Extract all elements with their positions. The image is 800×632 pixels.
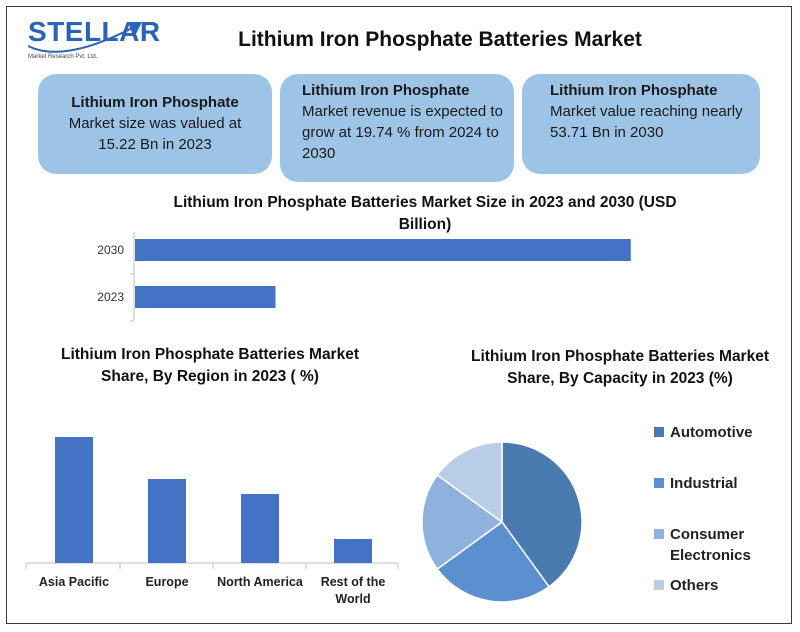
legend-label: Automotive: [670, 424, 753, 441]
page-title: Lithium Iron Phosphate Batteries Market: [238, 28, 642, 51]
stat-card-body: Market value reaching nearly 53.71 Bn in…: [550, 103, 743, 141]
logo-text: STELLAR: [28, 16, 161, 47]
region-tick-label: Rest of the World: [321, 575, 386, 606]
pie-slice-others: [436, 441, 503, 524]
stat-card-title: Lithium Iron Phosphate: [71, 94, 239, 111]
market-size-chart-title: Lithium Iron Phosphate Batteries Market …: [173, 194, 677, 233]
region-bar-north-america: [241, 494, 279, 563]
region-bar-rest-of-the-world: [334, 539, 372, 563]
stat-card-title: Lithium Iron Phosphate: [302, 82, 470, 99]
region-tick-label: Asia Pacific: [39, 575, 109, 589]
region-chart-title: Lithium Iron Phosphate Batteries Market …: [61, 346, 359, 385]
legend-label: Others: [670, 577, 719, 594]
region-tick-label: North America: [217, 575, 304, 589]
legend-swatch: [654, 478, 664, 488]
legend-label: Consumer Electronics: [670, 526, 751, 564]
legend-swatch: [654, 580, 664, 590]
market-size-bar-2023: [135, 286, 276, 308]
stat-card-title: Lithium Iron Phosphate: [550, 82, 718, 99]
legend-label: Industrial: [670, 475, 738, 492]
market-size-tick-label: 2030: [97, 243, 124, 257]
stat-card-body: Market size was valued at 15.22 Bn in 20…: [68, 115, 242, 153]
region-bar-asia-pacific: [55, 437, 93, 563]
legend-swatch: [654, 529, 664, 539]
pie-slice-consumer-electronics: [421, 473, 504, 571]
region-bar-europe: [148, 479, 186, 563]
pie-slice-industrial: [436, 520, 551, 603]
logo-swoosh-icon: [27, 22, 142, 53]
region-tick-label: Europe: [145, 575, 188, 589]
pie-slice-automotive: [501, 441, 583, 588]
stat-card-growth: Lithium Iron Phosphate Market revenue is…: [280, 74, 514, 182]
capacity-chart-title: Lithium Iron Phosphate Batteries Market …: [471, 348, 769, 387]
stat-card-market-size: Lithium Iron Phosphate Market size was v…: [38, 74, 272, 174]
stat-card-market-value: Lithium Iron Phosphate Market value reac…: [522, 74, 760, 174]
stat-card-body: Market revenue is expected to grow at 19…: [302, 103, 503, 162]
market-size-tick-label: 2023: [97, 290, 124, 304]
logo-subtitle: Market Research Pvt. Ltd.: [28, 54, 98, 60]
market-size-bar-2030: [135, 239, 631, 261]
company-logo: STELLAR Market Research Pvt. Ltd.: [24, 12, 160, 70]
legend-swatch: [654, 427, 664, 437]
